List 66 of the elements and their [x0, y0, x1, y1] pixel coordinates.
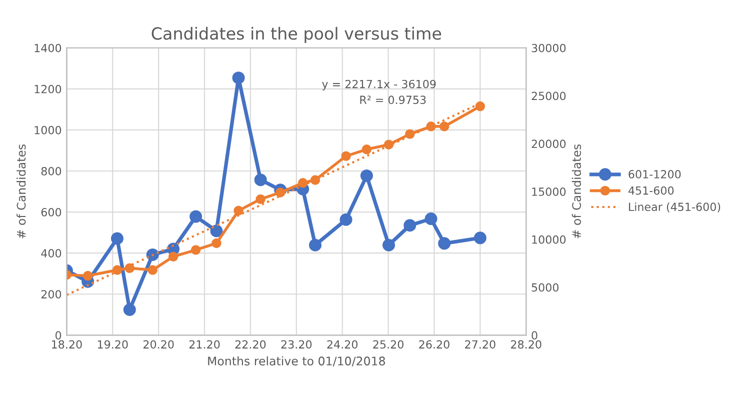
x-tick-label: 19.20	[98, 340, 128, 349]
y2-tick-label: 5000	[532, 283, 559, 292]
y-axis-title: # of Candidates	[16, 144, 26, 238]
x-axis-title: Months relative to 01/10/2018	[208, 356, 386, 366]
y-tick-label: 600	[41, 208, 62, 216]
point	[438, 237, 451, 250]
x-tick-label: 27.20	[465, 340, 496, 349]
y2-tick-label: 20000	[532, 140, 566, 148]
point	[256, 194, 266, 204]
point	[475, 101, 486, 112]
point	[254, 174, 267, 186]
y-tick-label: 400	[41, 249, 62, 258]
legend-label: Linear (451-600)	[628, 202, 720, 212]
x-tick-label: 20.20	[143, 340, 174, 349]
point	[123, 303, 136, 316]
point	[82, 270, 93, 281]
y-tick-label: 1400	[34, 44, 62, 52]
y2-axis-title: # of Candidates	[572, 144, 582, 238]
point	[232, 72, 245, 84]
x-tick-label: 25.20	[373, 340, 404, 349]
point	[210, 224, 223, 238]
y-tick-label: 0	[55, 331, 62, 340]
x-tick-label: 22.20	[235, 340, 266, 349]
x-tick-label: 26.20	[419, 340, 450, 349]
point	[308, 238, 322, 252]
point	[340, 213, 352, 226]
legend-label: 451-600	[628, 186, 674, 195]
point	[298, 178, 308, 188]
y2-tick-label: 15000	[532, 187, 566, 196]
x-tick-label: 18.20	[52, 340, 82, 349]
point	[190, 245, 201, 255]
point	[112, 265, 122, 275]
legend-label: 601-1200	[628, 170, 681, 178]
point	[341, 151, 351, 161]
point	[474, 232, 486, 244]
annotation: R² = 0.9753	[360, 96, 426, 104]
x-tick-label: 28.20	[511, 340, 542, 349]
point	[404, 219, 416, 232]
point	[439, 122, 450, 132]
y-tick-label: 200	[41, 290, 62, 298]
point	[110, 232, 124, 245]
chart-title: Candidates in the pool versus time	[152, 26, 442, 44]
y-tick-label: 800	[41, 166, 62, 176]
x-tick-label: 23.20	[281, 340, 312, 349]
point	[124, 263, 134, 273]
point	[384, 140, 394, 150]
y2-tick-label: 30000	[532, 44, 566, 52]
point	[275, 188, 286, 198]
y-tick-label: 1000	[34, 126, 62, 134]
annotation: y = 2217.1x - 36109	[322, 80, 436, 90]
point	[360, 169, 373, 182]
point	[168, 252, 178, 262]
x-tick-label: 21.20	[189, 340, 220, 349]
point	[382, 238, 395, 252]
y2-tick-label: 10000	[532, 235, 566, 244]
point	[212, 238, 222, 248]
x-tick-label: 24.20	[327, 340, 358, 349]
y2-tick-label: 0	[532, 331, 538, 340]
point	[148, 265, 158, 275]
point	[234, 206, 244, 216]
y2-tick-label: 25000	[532, 92, 566, 100]
point	[146, 248, 159, 261]
point	[362, 144, 372, 154]
point	[424, 212, 438, 226]
y-tick-label: 1200	[34, 84, 62, 94]
point	[190, 210, 202, 223]
